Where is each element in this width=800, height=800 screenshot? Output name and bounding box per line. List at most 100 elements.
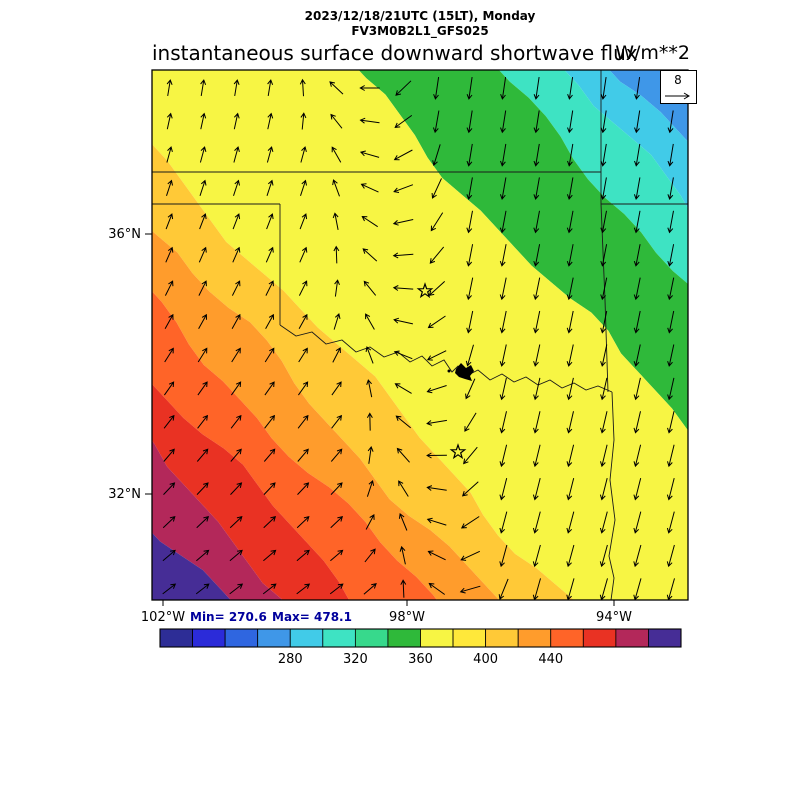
wind-arrow	[667, 411, 675, 434]
wind-arrow	[231, 347, 241, 363]
wind-arrow	[634, 77, 641, 100]
wind-arrow	[426, 485, 447, 491]
wind-legend-arrow-icon	[665, 92, 690, 100]
marker-layer	[416, 282, 474, 460]
lat-tick-label: 36°N	[108, 227, 141, 242]
wind-arrow	[633, 544, 642, 568]
wind-arrow	[533, 143, 540, 167]
max-value-label: Max= 478.1	[272, 610, 352, 624]
wind-arrow	[230, 482, 243, 495]
wind-arrow	[165, 213, 174, 230]
wind-arrow	[262, 583, 277, 595]
wind-arrow	[633, 310, 641, 334]
wind-arrow	[298, 280, 308, 296]
wind-arrow	[166, 146, 173, 163]
wind-arrow	[233, 112, 240, 130]
wind-arrow	[199, 146, 207, 163]
wind-arrow	[567, 110, 574, 134]
wind-arrow	[229, 583, 244, 595]
wind-arrow	[466, 177, 473, 200]
wind-arrow	[429, 246, 445, 264]
state-border-layer	[152, 70, 688, 600]
wind-arrow	[426, 452, 447, 459]
state-border	[600, 203, 609, 393]
station-marker-star	[449, 443, 467, 460]
wind-arrow	[533, 411, 541, 434]
wind-arrow	[267, 79, 274, 96]
wind-arrow	[300, 112, 307, 130]
wind-arrow	[329, 583, 344, 595]
wind-legend-value: 8	[674, 73, 682, 87]
wind-arrow	[599, 477, 608, 501]
wind-arrow	[266, 146, 274, 163]
wind-arrow	[431, 178, 442, 199]
wind-arrow	[498, 578, 509, 600]
station-marker-star	[416, 282, 434, 299]
colorbar-segment	[354, 628, 389, 648]
wind-arrow	[198, 246, 207, 263]
lat-tick-label: 32°N	[108, 487, 141, 502]
wind-arrow	[500, 77, 507, 100]
wind-arrow	[533, 377, 541, 401]
wind-arrow	[296, 583, 311, 595]
wind-arrow	[398, 480, 409, 497]
wind-arrow	[466, 310, 474, 334]
wind-arrow	[265, 280, 274, 296]
wind-arrow	[500, 143, 507, 167]
wind-arrow	[365, 313, 375, 330]
wind-arrow	[461, 481, 479, 497]
wind-arrow	[667, 377, 675, 401]
wind-arrow	[263, 516, 277, 529]
wind-arrow	[393, 350, 413, 360]
wind-arrow	[499, 344, 507, 367]
wind-arrow	[634, 143, 641, 167]
wind-arrow	[533, 344, 541, 367]
wind-arrow	[229, 549, 243, 562]
wind-arrow	[300, 179, 307, 196]
wind-arrow	[499, 411, 507, 434]
wind-arrow	[196, 448, 209, 462]
wind-arrow	[466, 210, 473, 234]
wind-arrow	[264, 347, 275, 363]
flux-band	[152, 152, 552, 600]
wind-arrow	[363, 583, 377, 595]
wind-arrow	[533, 77, 540, 100]
wind-arrow	[298, 347, 308, 363]
wind-arrow	[200, 79, 207, 96]
wind-arrow	[466, 143, 473, 167]
wind-arrow	[195, 583, 210, 595]
wind-arrow	[162, 549, 176, 562]
wind-arrow	[566, 411, 574, 434]
wind-arrow	[533, 110, 540, 134]
wind-arrow	[299, 246, 308, 263]
wind-arrow	[466, 110, 473, 134]
lon-tick-label: 102°W	[141, 610, 185, 625]
flux-band	[152, 124, 594, 600]
wind-arrow	[164, 280, 174, 296]
wind-arrow	[334, 279, 340, 297]
wind-arrow	[460, 516, 480, 529]
wind-arrow	[667, 310, 675, 334]
wind-arrow	[400, 579, 407, 598]
wind-arrow	[166, 179, 173, 196]
wind-arrow	[163, 448, 175, 462]
wind-arrow	[367, 446, 374, 464]
wind-arrow	[463, 446, 478, 465]
wind-arrow	[465, 378, 476, 400]
state-border	[608, 391, 616, 600]
wind-arrow	[466, 77, 473, 100]
colorbar-segment	[582, 628, 617, 648]
colorbar-tick-label: 280	[278, 652, 303, 667]
wind-arrow	[393, 184, 414, 193]
wind-arrow	[366, 412, 373, 431]
wind-arrow	[600, 244, 608, 267]
wind-arrow	[166, 112, 173, 130]
wind-arrow	[164, 313, 174, 330]
wind-arrow	[331, 414, 343, 429]
wind-arrow	[362, 248, 378, 262]
wind-arrow	[666, 477, 675, 501]
wind-arrow	[633, 344, 641, 367]
wind-arrow	[297, 381, 309, 396]
wind-arrow	[432, 110, 440, 134]
